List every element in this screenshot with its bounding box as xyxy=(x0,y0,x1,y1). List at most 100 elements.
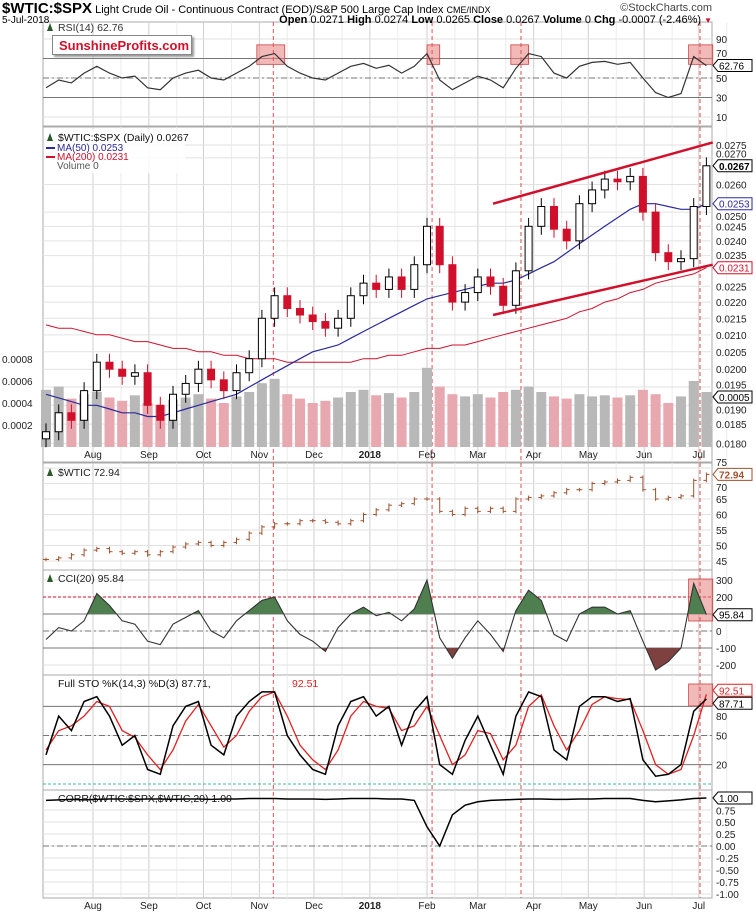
price-tick-label: 0.0270 xyxy=(716,149,747,160)
month-label: Feb xyxy=(418,450,436,461)
month-label: Aug xyxy=(84,901,102,912)
month-label: Jun xyxy=(636,450,652,461)
volume-bar xyxy=(422,367,432,447)
month-label: Oct xyxy=(196,901,212,912)
price-tick-label: 0.0220 xyxy=(716,298,747,309)
candle xyxy=(410,256,419,298)
cci-tick-label: 200 xyxy=(716,593,733,604)
indicator-icon xyxy=(47,133,53,141)
sto-d-current-tag-text: 92.51 xyxy=(719,686,744,697)
candle-body xyxy=(372,282,381,290)
ohlc-summary: Open 0.0271 High 0.0274 Low 0.0265 Close… xyxy=(279,14,712,26)
volume-bar xyxy=(650,394,661,447)
lower-trendline xyxy=(492,263,714,317)
candle xyxy=(511,262,520,314)
ma200-current-tag: 0.0231 xyxy=(712,261,753,275)
volume-bar xyxy=(447,394,458,447)
volume-bar xyxy=(282,394,293,447)
indicator-icon xyxy=(47,574,53,582)
candle-body xyxy=(359,282,368,297)
rsi-tick-label: 50 xyxy=(716,74,728,85)
price-tick-label: 0.0215 xyxy=(716,314,747,325)
indicator-icon xyxy=(47,468,53,476)
candle xyxy=(245,350,254,382)
exchange: CME/INDX xyxy=(446,5,491,15)
ma200-current-tag-text: 0.0231 xyxy=(719,264,750,275)
volume-legend: Volume 0 xyxy=(57,161,99,172)
candle xyxy=(181,375,190,403)
candle-body xyxy=(613,178,622,183)
candle-body xyxy=(270,295,279,319)
price-tick-label: 0.0200 xyxy=(716,365,747,376)
month-label: Jun xyxy=(636,901,652,912)
volume-bar xyxy=(269,378,280,447)
wtic-tick-label: 75 xyxy=(716,458,728,469)
cci-positive-fill xyxy=(46,580,707,614)
rsi-current-tag: 62.76 xyxy=(712,59,753,73)
cci-current-tag-text: 95.84 xyxy=(719,611,744,622)
candle xyxy=(461,284,470,311)
volume-bar xyxy=(409,392,420,447)
candle-body xyxy=(334,317,343,329)
symbol: $WTIC:$SPX xyxy=(2,0,93,17)
candle-body xyxy=(486,276,495,287)
wtic-current-tag-box xyxy=(712,467,753,481)
candle-body xyxy=(588,189,597,205)
volume-bar xyxy=(371,395,382,447)
volume-bar xyxy=(396,397,407,447)
wtic-tick-label: 70 xyxy=(716,483,728,494)
volume-bar xyxy=(599,395,610,447)
month-label: Apr xyxy=(526,450,542,461)
volume-bar xyxy=(129,395,140,447)
price-current-tag: 0.0267 xyxy=(712,159,753,173)
volume-bar xyxy=(498,392,509,447)
candle-body xyxy=(575,203,584,242)
cci-legend: CCI(20) 95.84 xyxy=(58,573,124,585)
rsi-highlight-box xyxy=(688,44,714,65)
volume-bar xyxy=(307,403,318,447)
candle-body xyxy=(194,368,203,384)
volume-bar xyxy=(358,389,369,447)
sto-d-current-tag: 92.51 xyxy=(712,683,753,697)
ma200-current-tag-box xyxy=(712,261,753,275)
volume-bar xyxy=(206,398,217,447)
volume-bar xyxy=(434,386,445,447)
month-label: Mar xyxy=(469,901,487,912)
ma50-current-tag-box xyxy=(712,197,753,211)
candle-body xyxy=(524,225,533,272)
volume-bar xyxy=(244,392,255,447)
volume-bar xyxy=(383,393,394,447)
candle xyxy=(207,360,216,389)
corr-current-tag: 1.00 xyxy=(712,791,753,805)
candle-body xyxy=(346,295,355,319)
candle-body xyxy=(461,292,470,303)
volume-bar xyxy=(612,397,623,447)
candle xyxy=(156,396,165,429)
low-label: Low xyxy=(411,14,434,26)
candle-body xyxy=(689,205,698,260)
upper-trendline xyxy=(492,141,714,205)
corr-legend: CORR($WTIC:$SPX,$WTIC,20) 1.00 xyxy=(58,793,232,805)
month-label: Sep xyxy=(140,450,158,461)
volume-bar xyxy=(333,397,344,447)
sto-k-line xyxy=(45,690,707,778)
rsi-tick-label: 70 xyxy=(716,49,728,60)
sto-tick-label: 80 xyxy=(716,712,728,723)
rsi-tick-label: 10 xyxy=(716,113,728,124)
candle xyxy=(448,256,457,311)
volume-bar xyxy=(536,392,547,447)
month-label: 2018 xyxy=(359,901,382,912)
month-label: Jul xyxy=(692,450,705,461)
candle xyxy=(359,274,368,305)
candle-body xyxy=(410,264,419,290)
candle-body xyxy=(600,178,609,191)
candle xyxy=(118,360,127,385)
volume-bar xyxy=(663,403,674,447)
wtic-current-tag: 72.94 xyxy=(712,467,753,481)
candle-body xyxy=(562,228,571,242)
candle-body xyxy=(181,382,190,395)
candle xyxy=(270,287,279,327)
low-value: 0.0265 xyxy=(436,14,471,26)
